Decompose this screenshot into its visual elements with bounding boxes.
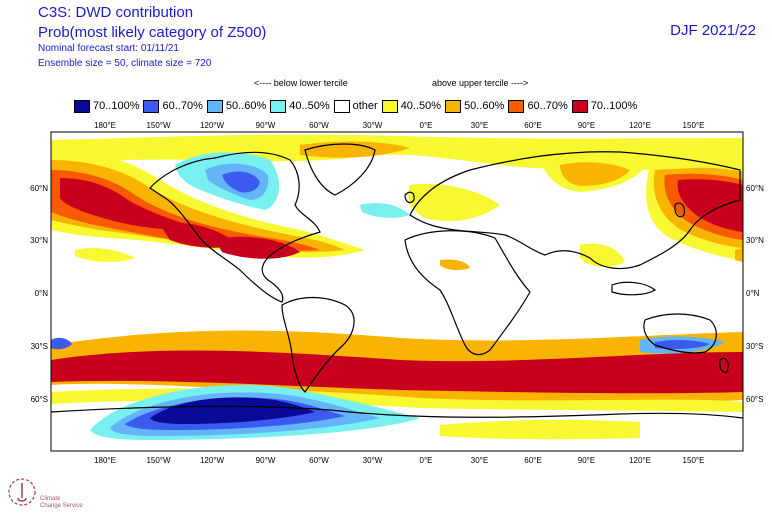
lon-tick-label: 60°E	[524, 456, 541, 465]
lon-tick-label: 30°W	[363, 121, 383, 130]
lat-tick-label: 60°N	[746, 184, 764, 193]
legend-item-1: 60..70%	[143, 99, 203, 113]
legend-swatch	[445, 99, 462, 113]
forecast-start: Nominal forecast start: 01/11/21	[38, 43, 179, 54]
below-tercile-label: <---- below lower tercile	[254, 78, 348, 88]
legend-item-5: 40..50%	[381, 99, 442, 113]
legend-swatch	[508, 99, 525, 113]
lon-tick-label: 180°E	[94, 121, 116, 130]
lat-ticks-left: 60°N 30°N 0°N 30°S 60°S	[30, 184, 48, 404]
legend-item-6: 50..60%	[445, 99, 505, 113]
lon-tick-label: 180°E	[94, 456, 116, 465]
probability-fields	[51, 134, 743, 440]
lon-tick-label: 150°E	[683, 121, 705, 130]
title-source: C3S: DWD contribution	[38, 4, 194, 21]
lon-ticks-top: 180°E 150°W 120°W 90°W 60°W 30°W 0°E 30°E 60°E 90…	[94, 121, 704, 130]
legend-label: other	[352, 100, 378, 112]
lat-tick-label: 60°S	[746, 395, 763, 404]
season-label: DJF 2021/22	[670, 22, 756, 39]
ensemble-size: Ensemble size = 50, climate size = 720	[38, 58, 212, 69]
lon-tick-label: 120°E	[629, 121, 651, 130]
legend-label: 60..70%	[162, 100, 203, 112]
lat-tick-label: 0°N	[746, 289, 760, 298]
lat-tick-label: 60°N	[30, 184, 48, 193]
legend-label: 70..100%	[590, 100, 638, 112]
legend-swatch	[270, 99, 287, 113]
lon-tick-label: 90°W	[256, 456, 276, 465]
lon-tick-label: 30°E	[471, 456, 488, 465]
lat-tick-label: 60°S	[31, 395, 48, 404]
logo-line1: Climate	[40, 496, 61, 502]
legend-item-2: 50..60%	[206, 99, 267, 113]
title-variable: Prob(most likely category of Z500)	[38, 24, 267, 41]
lon-tick-label: 120°W	[200, 456, 225, 465]
lat-ticks-right: 60°N 30°N 0°N 30°S 60°S	[746, 184, 764, 404]
color-legend: 70..100% 60..70% 50..60% 40..50% other 40..50…	[74, 97, 641, 115]
lon-tick-label: 60°W	[309, 121, 329, 130]
lon-tick-label: 90°E	[578, 121, 595, 130]
lon-tick-label: 150°W	[146, 456, 171, 465]
lon-tick-label: 60°E	[524, 121, 541, 130]
logo-line2: Change Service	[40, 503, 83, 509]
legend-swatch	[571, 99, 588, 113]
lon-tick-label: 120°E	[629, 456, 651, 465]
legend-label: 40..50%	[400, 100, 442, 112]
legend-swatch	[333, 99, 350, 113]
coastlines	[51, 143, 743, 419]
lon-tick-label: 90°E	[578, 456, 595, 465]
lat-tick-label: 0°N	[35, 289, 49, 298]
lon-tick-label: 0°E	[420, 121, 433, 130]
probability-map: 180°E 150°W 120°W 90°W 60°W 30°W 0°E 30°E 60°E 90…	[30, 121, 764, 465]
copernicus-logo	[8, 478, 36, 506]
legend-item-8: 70..100%	[571, 99, 638, 113]
lon-tick-label: 0°E	[420, 456, 433, 465]
lon-ticks-bottom: 180°E 150°W 120°W 90°W 60°W 30°W 0°E 30°E 60°E 90…	[94, 456, 704, 465]
legend-label: 50..60%	[225, 100, 267, 112]
lat-tick-label: 30°S	[746, 342, 763, 351]
lon-tick-label: 120°W	[200, 121, 225, 130]
legend-label: 60..70%	[527, 100, 568, 112]
legend-label: 40..50%	[289, 100, 330, 112]
legend-swatch	[206, 99, 223, 113]
lon-tick-label: 150°W	[146, 121, 171, 130]
legend-item-4: other	[333, 99, 378, 113]
map-frame	[50, 131, 744, 452]
legend-item-0: 70..100%	[74, 99, 140, 113]
lat-tick-label: 30°N	[746, 236, 764, 245]
logo-text: Climate Change Service	[40, 496, 120, 510]
legend-label: 70..100%	[93, 100, 140, 112]
lon-tick-label: 60°W	[309, 456, 329, 465]
lat-tick-label: 30°N	[30, 236, 48, 245]
lon-tick-label: 150°E	[683, 456, 705, 465]
legend-swatch	[74, 99, 90, 113]
lat-tick-label: 30°S	[31, 342, 48, 351]
legend-item-3: 40..50%	[270, 99, 330, 113]
legend-swatch	[143, 99, 160, 113]
lon-tick-label: 90°W	[256, 121, 276, 130]
legend-item-7: 60..70%	[508, 99, 568, 113]
legend-label: 50..60%	[464, 100, 505, 112]
legend-swatch	[381, 99, 398, 113]
lon-tick-label: 30°E	[471, 121, 488, 130]
above-tercile-label: above upper tercile ---->	[432, 78, 529, 88]
lon-tick-label: 30°W	[363, 456, 383, 465]
